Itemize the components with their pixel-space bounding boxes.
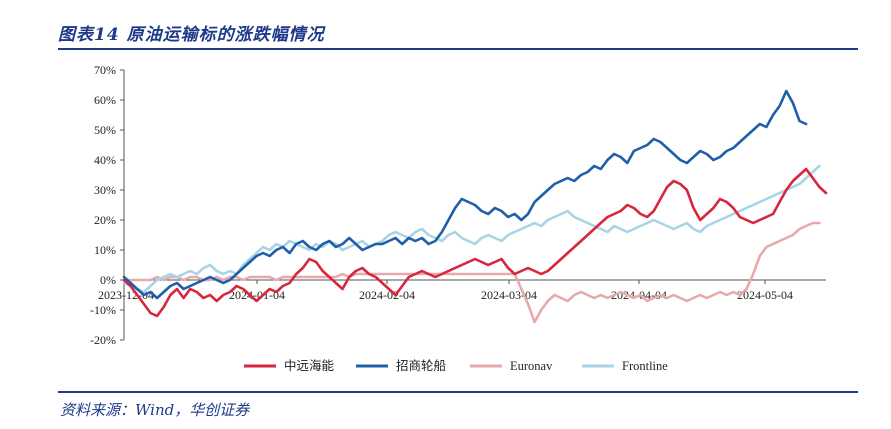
series-line-2: [122, 221, 821, 324]
title-rule: [58, 48, 858, 50]
y-tick-label: -20%: [90, 333, 116, 347]
y-tick-label: 0%: [100, 273, 116, 287]
legend-label: Frontline: [622, 359, 668, 373]
source-note: 资料来源：Wind，华创证券: [60, 401, 250, 419]
series-line-1: [122, 89, 808, 300]
legend-label: Euronav: [510, 359, 553, 373]
y-tick-label: 50%: [94, 123, 116, 137]
legend-label: 中远海能: [284, 358, 335, 373]
y-tick-label: 40%: [94, 153, 116, 167]
y-tick-label: 20%: [94, 213, 116, 227]
y-tick-label: 10%: [94, 243, 116, 257]
y-tick-label: 30%: [94, 183, 116, 197]
y-tick-label: 60%: [94, 93, 116, 107]
source-rule: [58, 391, 858, 393]
y-tick-label: -10%: [90, 303, 116, 317]
x-tick-label: 2024-01-04: [229, 288, 285, 302]
y-tick-label: 70%: [94, 63, 116, 77]
line-chart: -20%-10%0%10%20%30%40%50%60%70%2023-12-0…: [90, 63, 828, 373]
x-tick-label: 2024-02-04: [359, 288, 415, 302]
x-tick-label: 2024-03-04: [481, 288, 537, 302]
chart-title: 图表14 原油运输标的涨跌幅情况: [58, 25, 325, 45]
x-tick-label: 2024-05-04: [737, 288, 793, 302]
series-line-0: [122, 167, 828, 318]
legend-label: 招商轮船: [396, 358, 446, 373]
